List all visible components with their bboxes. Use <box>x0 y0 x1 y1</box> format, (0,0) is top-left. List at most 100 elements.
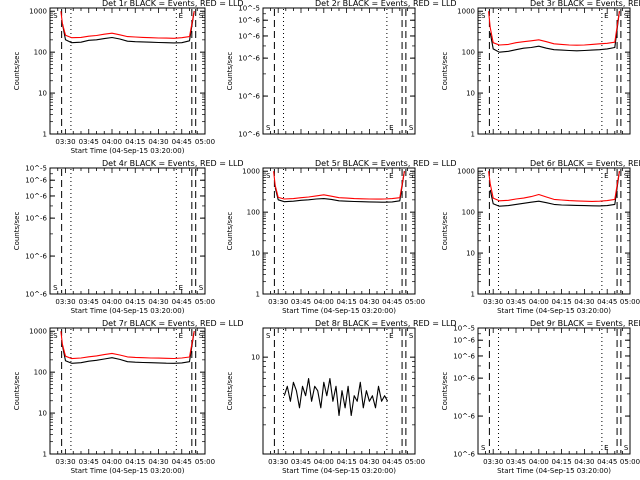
y-tick-label: 10^-6 <box>453 352 475 360</box>
marker-label: S <box>266 172 271 180</box>
x-axis-label: Start Time (04-Sep-15 03:20:00) <box>282 307 396 315</box>
x-tick-label: 04:00 <box>102 298 122 306</box>
plot-frame <box>477 7 631 135</box>
x-tick-label: 04:15 <box>552 298 572 306</box>
y-tick-label: 100 <box>34 369 47 377</box>
x-tick-label: 04:00 <box>102 458 122 466</box>
y-tick-label: 10^-5 <box>25 165 47 173</box>
x-tick-label: 04:45 <box>597 458 617 466</box>
plot-frame <box>49 167 206 295</box>
x-tick-label: 04:30 <box>359 298 379 306</box>
x-tick-label: 03:30 <box>483 298 503 306</box>
panel-det-3r: Det 3r BLACK = Events, RED = LLD 1 10 100 10… <box>441 0 640 139</box>
marker-label: S <box>624 444 629 452</box>
y-axis-label: Counts/sec <box>13 52 21 91</box>
y-tick-label: 10 <box>251 250 260 258</box>
marker-label: S <box>53 12 58 20</box>
x-tick-label: 05:00 <box>620 298 640 306</box>
series-lld-line <box>60 331 195 360</box>
y-tick-label: 10 <box>251 354 260 362</box>
panel-det-7r: Det 7r BLACK = Events, RED = LLD 1 10 100 10… <box>13 319 244 475</box>
marker-label: S <box>409 172 414 180</box>
marker-label: S <box>624 172 629 180</box>
y-tick-label: 1000 <box>29 8 47 16</box>
y-axis-label: Counts/sec <box>13 212 21 251</box>
x-tick-label: 03:30 <box>55 138 75 146</box>
y-tick-label: 10^-6 <box>238 32 260 40</box>
x-tick-label: 04:00 <box>314 458 334 466</box>
y-tick-label: 1000 <box>457 8 475 16</box>
y-tick-label: 100 <box>34 49 47 57</box>
x-tick-label: 04:45 <box>172 298 192 306</box>
x-tick-label: 05:00 <box>405 298 425 306</box>
marker-label: S <box>266 332 271 340</box>
x-tick-label: 04:45 <box>382 458 402 466</box>
marker-label: S <box>199 284 204 292</box>
x-tick-label: 03:45 <box>79 138 99 146</box>
y-tick-label: 10 <box>38 410 47 418</box>
y-tick-label: 10^-6 <box>238 93 260 101</box>
x-tick-label: 03:30 <box>268 458 288 466</box>
x-tick-label: 04:00 <box>529 298 549 306</box>
x-tick-label: 03:45 <box>291 298 311 306</box>
plot-frame <box>262 7 416 135</box>
x-tick-label: 05:00 <box>405 458 425 466</box>
x-tick-label: 04:45 <box>172 138 192 146</box>
marker-label: S <box>481 444 486 452</box>
x-tick-label: 03:30 <box>268 298 288 306</box>
y-tick-label: 10 <box>466 90 475 98</box>
y-tick-label: 10^-6 <box>453 413 475 421</box>
x-tick-label: 04:45 <box>597 298 617 306</box>
x-tick-label: 03:30 <box>55 298 75 306</box>
x-tick-label: 03:45 <box>506 458 526 466</box>
y-tick-label: 10 <box>38 90 47 98</box>
y-tick-label: 10^-6 <box>25 291 47 299</box>
y-axis-label: Counts/sec <box>226 212 234 251</box>
panel-title: Det 4r BLACK = Events, RED = LLD <box>102 159 244 168</box>
plot-frame <box>262 167 416 295</box>
panel-title: Det 8r BLACK = Events, RED = LLD <box>315 319 457 328</box>
x-tick-label: 03:30 <box>483 458 503 466</box>
series-lld-line <box>60 11 195 39</box>
y-tick-label: 100 <box>462 49 475 57</box>
marker-label: E <box>604 12 608 20</box>
series-events-line <box>274 171 405 203</box>
panel-det-8r: Det 8r BLACK = Events, RED = LLD 10 03:30 0… <box>226 319 457 475</box>
x-tick-label: 03:45 <box>79 458 99 466</box>
plot-frame <box>49 327 206 455</box>
panel-title: Det 7r BLACK = Events, RED = LLD <box>102 319 244 328</box>
y-tick-label: 1 <box>471 291 475 299</box>
y-tick-label: 10^-5 <box>453 325 475 333</box>
y-tick-label: 1 <box>43 451 47 459</box>
y-axis-label: Counts/sec <box>441 372 449 411</box>
y-tick-label: 1000 <box>29 328 47 336</box>
y-tick-label: 10^-6 <box>453 451 475 459</box>
x-tick-label: 05:00 <box>195 138 215 146</box>
series-events-line <box>61 331 195 364</box>
x-tick-label: 04:30 <box>574 458 594 466</box>
y-tick-label: 10^-6 <box>25 215 47 223</box>
y-tick-label: 10^-6 <box>238 131 260 139</box>
x-tick-label: 04:15 <box>125 458 145 466</box>
y-tick-label: 10^-6 <box>453 337 475 345</box>
marker-label: S <box>481 12 486 20</box>
panel-title: Det 2r BLACK = Events, RED = LLD <box>315 0 457 8</box>
series-events-line <box>489 11 620 53</box>
marker-label: S <box>53 284 58 292</box>
y-axis-label: Counts/sec <box>226 372 234 411</box>
y-axis-label: Counts/sec <box>226 52 234 91</box>
marker-label: E <box>604 172 608 180</box>
x-axis-label: Start Time (04-Sep-15 03:20:00) <box>282 467 396 475</box>
marker-label: E <box>179 284 183 292</box>
y-tick-label: 10 <box>466 250 475 258</box>
panel-title: Det 3r BLACK = Events, RED = LLD <box>530 0 640 8</box>
y-tick-label: 100 <box>247 209 260 217</box>
y-tick-label: 10^-5 <box>238 5 260 13</box>
x-axis-label: Start Time (04-Sep-15 03:20:00) <box>71 307 185 315</box>
x-axis-label: Start Time (04-Sep-15 03:20:00) <box>71 467 185 475</box>
panel-det-6r: Det 6r BLACK = Events, RED = LLD 1 10 100 10… <box>441 159 640 315</box>
x-tick-label: 04:00 <box>102 138 122 146</box>
y-axis-label: Counts/sec <box>13 372 21 411</box>
x-tick-label: 05:00 <box>195 458 215 466</box>
